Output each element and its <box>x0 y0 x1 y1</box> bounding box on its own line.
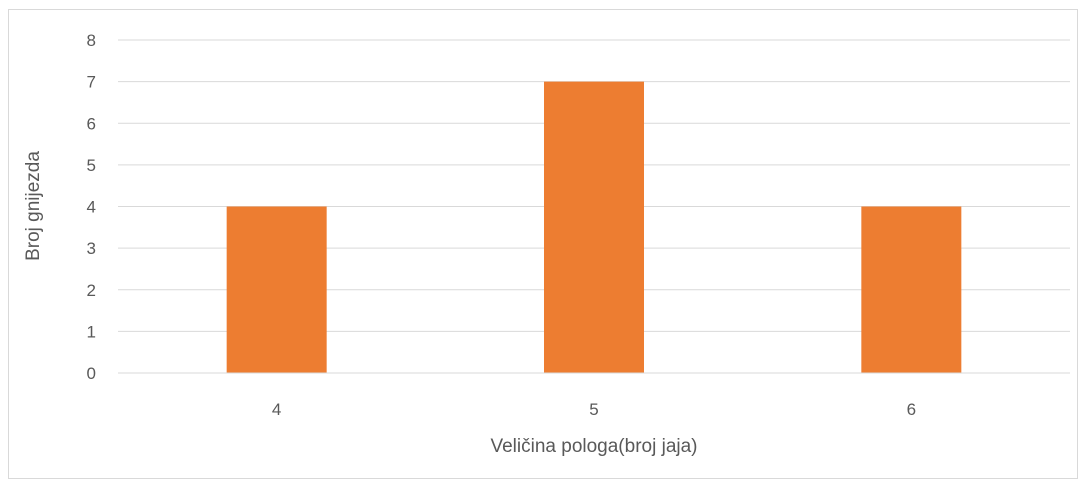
y-tick-label: 2 <box>87 281 96 300</box>
x-axis-tick-labels: 4 5 6 <box>272 400 916 419</box>
x-axis-title: Veličina pologa(broj jaja) <box>490 436 697 457</box>
y-tick-label: 4 <box>87 198 96 217</box>
bars <box>226 81 962 373</box>
bar <box>544 81 644 373</box>
bar <box>861 206 962 373</box>
y-tick-label: 6 <box>87 114 96 133</box>
y-axis-title: Broj gnijezda <box>23 151 44 261</box>
x-tick-label: 4 <box>272 400 281 419</box>
y-tick-label: 5 <box>87 156 96 175</box>
bar <box>226 206 327 373</box>
y-tick-label: 3 <box>87 239 96 258</box>
y-tick-label: 1 <box>87 322 96 341</box>
x-tick-label: 6 <box>907 400 916 419</box>
x-tick-label: 5 <box>589 400 598 419</box>
y-tick-label: 7 <box>87 73 96 92</box>
y-tick-label: 8 <box>87 31 96 50</box>
y-tick-label: 0 <box>87 364 96 383</box>
y-axis-tick-labels: 0 1 2 3 4 5 6 7 8 <box>87 31 96 383</box>
